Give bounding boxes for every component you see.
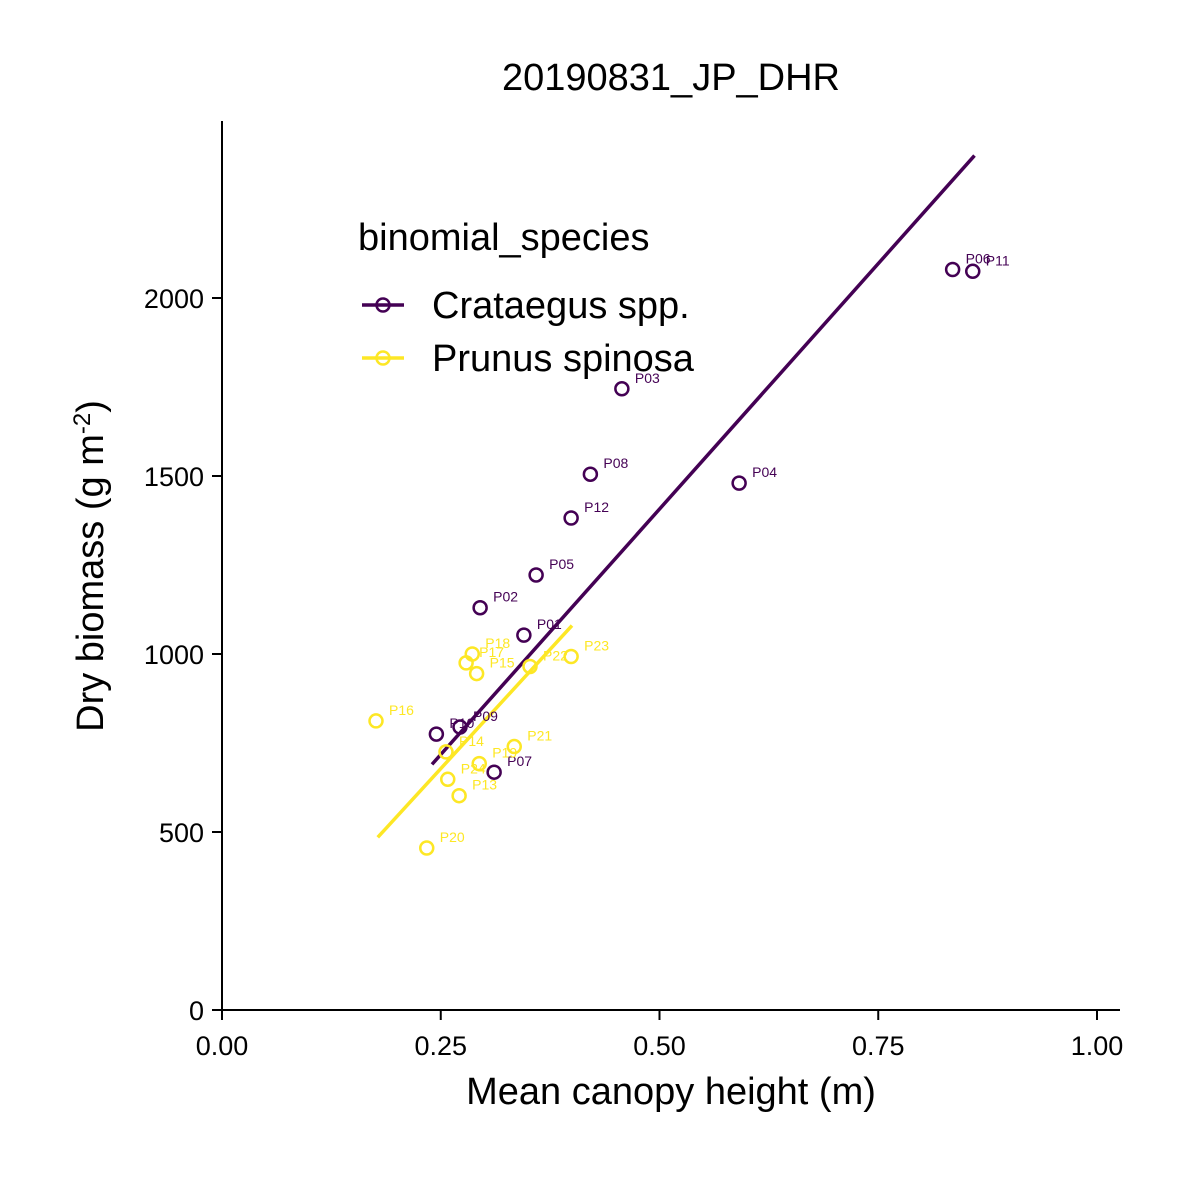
regression-line: [376, 624, 574, 839]
point-label: P24: [461, 760, 486, 776]
y-tick-label: 1500: [144, 462, 204, 492]
chart-title: 20190831_JP_DHR: [502, 57, 840, 99]
point-label: P14: [459, 733, 484, 749]
series-layer: P01P02P03P04P05P06P07P08P09P10P11P12P13P…: [368, 154, 1010, 856]
point-label: P01: [537, 616, 562, 632]
y-tick-label: 0: [189, 996, 204, 1026]
point-label: P09: [473, 708, 498, 724]
point-label: P22: [543, 647, 568, 663]
data-point: [516, 627, 532, 643]
data-point: [452, 719, 468, 735]
data-point: [731, 475, 747, 491]
axes: [221, 121, 1120, 1011]
legend-key-point: [375, 350, 391, 366]
legend: binomial_species Crataegus spp. Prunus sp…: [358, 217, 695, 380]
point-label: P16: [389, 702, 414, 718]
point-label: P07: [507, 753, 532, 769]
point-label: P15: [490, 655, 515, 671]
legend-key-point: [375, 297, 391, 313]
legend-item-label: Prunus spinosa: [432, 338, 695, 380]
data-point: [471, 755, 487, 772]
data-point: [438, 744, 454, 760]
y-axis-title-main: Dry biomass (g m: [70, 434, 112, 732]
data-point: [563, 510, 579, 526]
data-point: [506, 738, 522, 755]
point-label: P02: [493, 589, 518, 605]
legend-title: binomial_species: [358, 217, 650, 259]
point-label: P21: [527, 728, 552, 744]
point-label: P20: [440, 829, 465, 845]
data-point: [419, 840, 435, 856]
data-point: [528, 567, 544, 583]
point-label: P12: [584, 499, 609, 515]
y-axis-title-close: ): [70, 400, 112, 413]
data-point: [472, 599, 488, 616]
data-point: [582, 466, 599, 482]
data-point: [944, 261, 961, 278]
point-label: P13: [472, 777, 497, 793]
x-tick-label: 0.00: [196, 1031, 249, 1061]
x-tick-label: 1.00: [1071, 1031, 1124, 1061]
series-group: [430, 154, 976, 766]
data-point: [614, 381, 630, 397]
y-tick-label: 2000: [144, 284, 204, 314]
x-ticks: 0.00 0.25 0.50 0.75 1.00: [196, 1010, 1124, 1061]
x-tick-label: 0.50: [633, 1031, 686, 1061]
data-point: [451, 787, 467, 804]
data-point: [468, 665, 485, 682]
legend-item-label: Crataegus spp.: [432, 285, 690, 327]
data-point: [464, 646, 480, 662]
series-group: [376, 624, 574, 839]
x-axis-title: Mean canopy height (m): [466, 1071, 876, 1113]
y-ticks: 0 500 1000 1500 2000: [144, 284, 222, 1026]
x-tick-label: 0.75: [852, 1031, 905, 1061]
x-tick-label: 0.25: [414, 1031, 467, 1061]
y-axis-title-superscript: -2: [69, 413, 96, 434]
point-label: P03: [635, 370, 660, 386]
y-tick-label: 500: [159, 818, 204, 848]
point-label: P10: [449, 715, 474, 731]
point-label: P08: [603, 455, 628, 471]
point-label: P18: [485, 635, 510, 651]
point-label: P23: [584, 637, 609, 653]
y-tick-label: 1000: [144, 640, 204, 670]
data-point: [368, 713, 384, 729]
point-label: P05: [549, 556, 574, 572]
data-point: [563, 648, 579, 665]
regression-line: [430, 154, 976, 766]
data-point: [486, 764, 502, 780]
point-label: P04: [752, 464, 777, 480]
legend-items: Crataegus spp. Prunus spinosa: [362, 285, 695, 380]
point-label: P17: [479, 644, 504, 660]
point-label: P19: [492, 745, 517, 761]
data-point: [965, 263, 981, 280]
point-label: P06: [966, 251, 991, 267]
data-point: [428, 726, 445, 742]
y-axis-title: Dry biomass (g m-2): [69, 400, 113, 732]
point-label: P11: [986, 252, 1010, 268]
data-point: [522, 658, 538, 675]
data-point: [440, 771, 456, 788]
